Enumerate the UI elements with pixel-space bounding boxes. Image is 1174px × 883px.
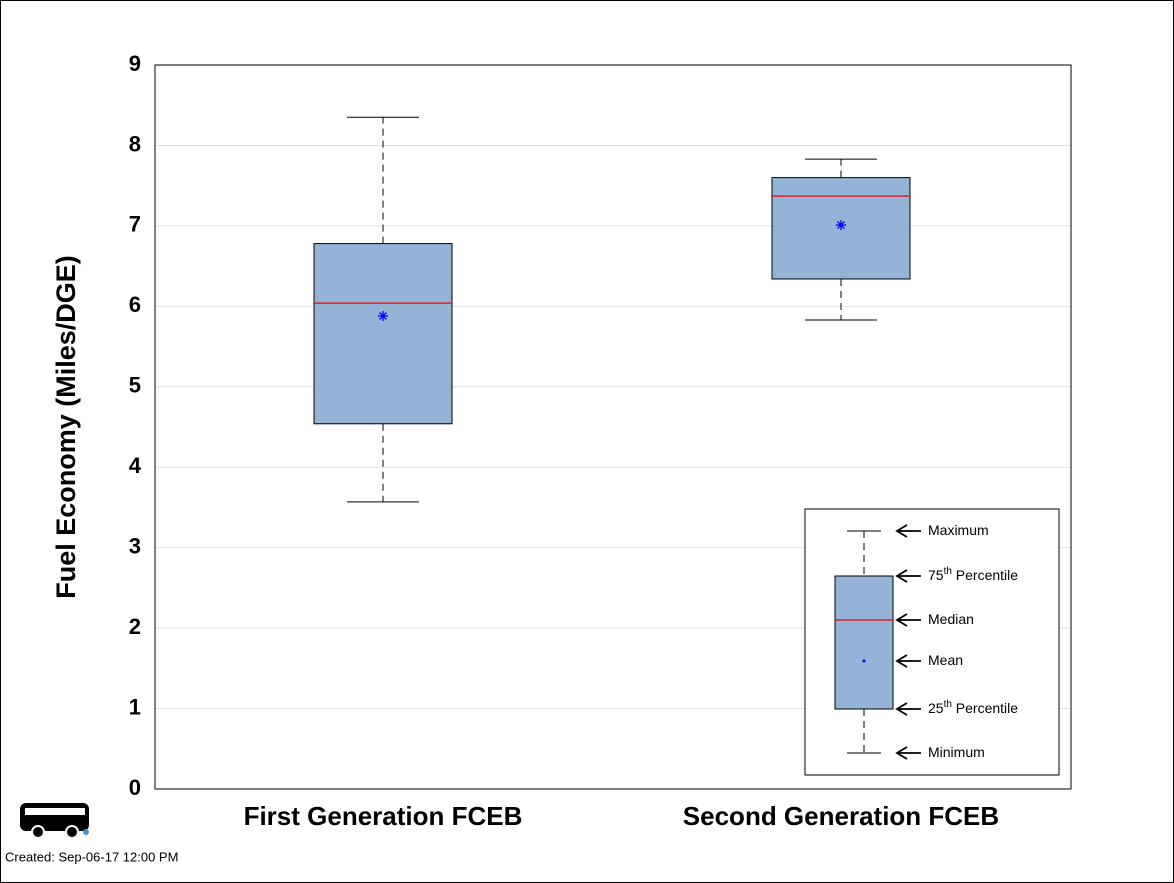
y-axis-label: Fuel Economy (Miles/DGE) <box>51 255 81 599</box>
legend-label-part: Median <box>928 611 974 627</box>
bus-icon <box>20 803 89 839</box>
legend-label-part: 75 <box>928 567 944 583</box>
y-tick-label: 8 <box>129 131 141 156</box>
mean-marker <box>378 310 388 321</box>
legend-arrow <box>895 613 921 627</box>
legend-label-part: Percentile <box>952 567 1018 583</box>
x-tick-label: First Generation FCEB <box>244 801 523 831</box>
legend-label: Mean <box>928 652 963 668</box>
y-tick-label: 7 <box>129 212 141 237</box>
footer: Created: Sep-06-17 12:00 PM <box>5 849 178 864</box>
legend-arrow <box>895 524 921 538</box>
legend-label: 75th Percentile <box>928 566 1018 583</box>
y-tick-label: 4 <box>129 453 142 478</box>
x-tick-label: Second Generation FCEB <box>683 801 999 831</box>
legend-arrow <box>895 569 921 583</box>
plot-frame <box>154 64 1072 790</box>
box <box>313 243 453 425</box>
y-tick-label: 5 <box>129 373 141 398</box>
legend-arrow <box>895 702 921 716</box>
y-tick-label: 9 <box>129 51 141 76</box>
legend-label-part: Percentile <box>952 700 1018 716</box>
legend-mean <box>862 659 866 663</box>
legend-arrow <box>895 654 921 668</box>
legend-arrow <box>895 746 921 760</box>
mean-marker <box>836 220 846 231</box>
legend-label: Maximum <box>928 522 989 538</box>
legend-label-part: th <box>944 699 952 710</box>
y-tick-label: 1 <box>129 694 141 719</box>
legend-label: Minimum <box>928 744 985 760</box>
legend-label-part: 25 <box>928 700 944 716</box>
legend-label: 25th Percentile <box>928 699 1018 716</box>
legend-label-part: Minimum <box>928 744 985 760</box>
legend-box <box>834 575 894 710</box>
legend-label-part: Maximum <box>928 522 989 538</box>
y-tick-label: 3 <box>129 533 141 558</box>
legend-label-part: Mean <box>928 652 963 668</box>
y-tick-label: 0 <box>129 775 141 800</box>
y-tick-label: 2 <box>129 614 141 639</box>
legend-label-part: th <box>944 566 952 577</box>
legend-label: Median <box>928 611 974 627</box>
y-tick-label: 6 <box>129 292 141 317</box>
